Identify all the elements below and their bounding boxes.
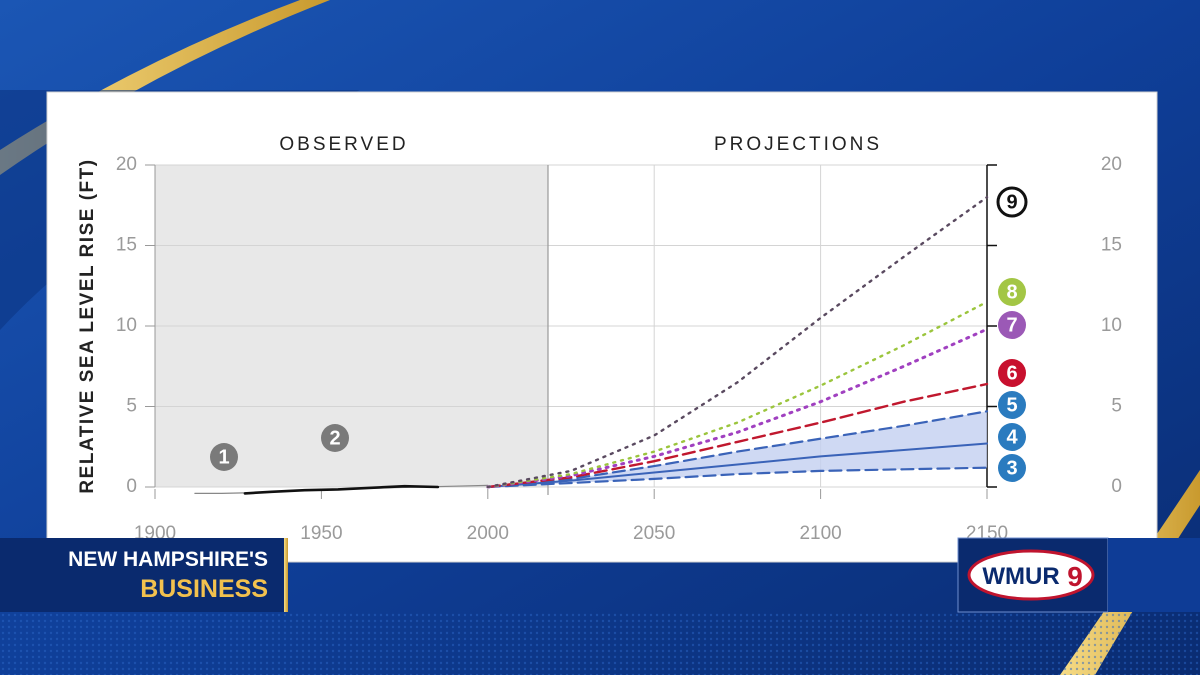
- series-marker: [998, 359, 1026, 387]
- show-banner: [0, 538, 288, 612]
- series-line: [486, 466, 989, 489]
- series-line: [486, 300, 989, 489]
- logo-channel: 9: [1067, 561, 1083, 592]
- series-line: [486, 442, 988, 488]
- banner-edge: [284, 538, 288, 612]
- legend-label: 2: [329, 427, 340, 449]
- y2-tick-label: 15: [1101, 235, 1122, 256]
- legend-label: 9: [1006, 191, 1017, 213]
- series-line: [243, 484, 440, 495]
- y2-tick-label: 5: [1111, 396, 1122, 417]
- x-tick-label: 1950: [300, 523, 342, 544]
- legend-label: 3: [1006, 457, 1017, 479]
- y-tick-label: 20: [116, 154, 137, 175]
- series-marker: [998, 278, 1026, 306]
- x-tick-label: 2000: [467, 523, 509, 544]
- series-line: [486, 410, 989, 489]
- y-tick-label: 10: [116, 315, 137, 336]
- lower-third: NEW HAMPSHIRE'S BUSINESS WMUR 9: [0, 537, 1200, 613]
- y2-tick-label: 0: [1111, 476, 1122, 497]
- series-line: [486, 196, 989, 489]
- series-marker: [210, 443, 238, 471]
- y-tick-label: 0: [126, 476, 137, 497]
- legend-label: 6: [1006, 362, 1017, 384]
- series-marker: [998, 454, 1026, 482]
- texture: [0, 612, 1200, 675]
- y2-tick-label: 20: [1101, 154, 1122, 175]
- x-tick-label: 2050: [633, 523, 675, 544]
- series-line: [486, 382, 989, 489]
- region-label: PROJECTIONS: [714, 134, 882, 155]
- logo-oval: [967, 549, 1095, 601]
- series-marker: [998, 391, 1026, 419]
- x-tick-label: 2100: [799, 523, 841, 544]
- legend-label: 8: [1006, 281, 1017, 303]
- y2-tick-label: 10: [1101, 315, 1122, 336]
- logo-text: WMUR: [982, 563, 1059, 590]
- grid: [155, 164, 987, 488]
- series-marker: [998, 311, 1026, 339]
- series-line: [486, 327, 989, 489]
- show-title: NEW HAMPSHIRE'S: [68, 548, 268, 571]
- legend-label: 1: [218, 446, 229, 468]
- series-marker: [996, 186, 1028, 218]
- series-marker: [321, 424, 349, 452]
- y-axis-title: RELATIVE SEA LEVEL RISE (FT): [77, 158, 98, 493]
- region-label: OBSERVED: [279, 134, 408, 155]
- legend-label: 7: [1006, 314, 1017, 336]
- y-tick-label: 15: [116, 235, 137, 256]
- legend-label: 4: [1006, 426, 1018, 448]
- chart: OBSERVED PROJECTIONS RELATIVE SEA LEVEL …: [77, 134, 1122, 544]
- y-tick-label: 5: [126, 396, 137, 417]
- series-marker: [998, 423, 1026, 451]
- logo-extension: [1108, 538, 1200, 612]
- legend-label: 5: [1006, 394, 1017, 416]
- range-band: [487, 411, 987, 487]
- show-title: BUSINESS: [140, 575, 268, 603]
